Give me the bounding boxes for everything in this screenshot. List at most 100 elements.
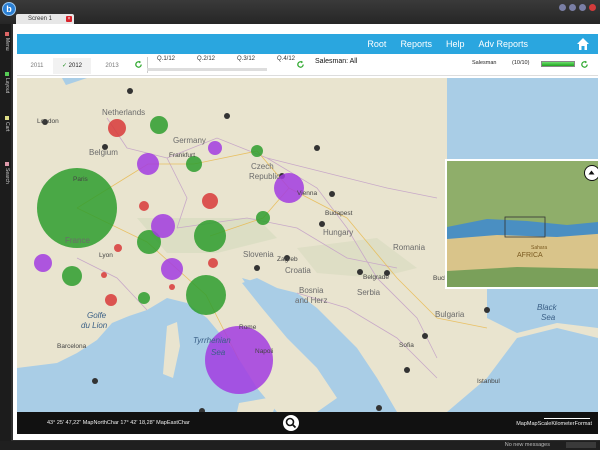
window-controls [559,4,596,11]
paris-bubble[interactable] [37,168,117,248]
label-tyrrhenian-sea: Sea [211,348,226,357]
menu-help[interactable]: Help [445,39,465,49]
tab-screen-1[interactable]: Screen 1 × [16,14,74,24]
label-rome: Rome [239,324,257,331]
label-golfe: Golfe [87,311,107,320]
genova-bubble[interactable] [169,284,175,290]
prague-bubble[interactable] [251,145,263,157]
bologna-bubble[interactable] [208,258,218,268]
label-bulgaria: Bulgaria [435,310,465,319]
rail-item-search[interactable]: Search [1,162,10,184]
left-rail: Menu Layout Cart Search [0,24,11,450]
minimap-sahara-label: Sahara [531,245,547,251]
salesman-filter-label[interactable]: Salesman: All [315,58,358,65]
basel-bubble[interactable] [101,272,107,278]
label-zagreb: Zagreb [277,256,298,263]
maximize-icon[interactable] [579,4,586,11]
check-icon: ✓ [61,63,67,69]
refresh-salesman-icon[interactable] [580,60,589,69]
rail-item-menu[interactable]: Menu [1,32,10,51]
home-icon[interactable] [576,37,590,51]
menu-reports[interactable]: Reports [400,39,432,49]
label-paris: Paris [73,176,88,183]
salesman-progress-fill [542,62,574,66]
label-belgium: Belgium [89,148,118,157]
nice-bubble[interactable] [138,292,150,304]
header-bar: Root Reports Help Adv Reports [17,34,598,54]
year-2012[interactable]: ✓ 2012 [53,58,91,74]
marseille-bubble[interactable] [62,266,82,286]
turin-bubble[interactable] [161,258,183,280]
label-slovenia: Slovenia [243,250,274,259]
menu-adv-reports[interactable]: Adv Reports [478,39,528,49]
minimap-canvas: AFRICA Sahara [447,161,598,287]
munich-bubble[interactable] [194,220,226,252]
refresh-years-icon[interactable] [134,60,143,69]
year-2011[interactable]: 2011 [30,63,44,69]
app-logo-icon[interactable]: b [2,2,16,16]
overview-minimap[interactable]: AFRICA Sahara [445,159,598,289]
label-vienna: Vienna [297,190,318,197]
label-sea: Sea [541,313,556,322]
label-serbia: Serbia [357,288,381,297]
zurich-bubble[interactable] [202,193,218,209]
minimap-africa-label: AFRICA [517,252,543,259]
label-hungary: Hungary [323,228,354,237]
label-republic: Republic [249,172,281,181]
label-tyrrhenian: Tyrrhenian [193,336,231,345]
frankfurt-bubble[interactable] [186,156,202,172]
resize-grip[interactable] [566,442,596,448]
land-europe [17,78,598,412]
menu-root[interactable]: Root [367,39,387,49]
label-croatia: Croatia [285,266,311,275]
adriatic-sea [242,278,347,368]
minimap-viewport[interactable] [504,216,546,238]
tab-title: Screen 1 [28,16,53,22]
scale-text: MapMapScaleKilometerFormat [516,421,592,427]
toulouse-bubble[interactable] [105,294,117,306]
brussels-bubble[interactable] [137,153,159,175]
status-bar: No new messages [0,441,600,450]
label-black: Black [537,303,557,312]
geneva-bubble[interactable] [139,201,149,211]
year-2013[interactable]: 2013 [105,63,119,69]
rail-item-cart[interactable]: Cart [1,116,10,131]
layout-icon [5,72,9,76]
stuttgart-bubble[interactable] [151,214,175,238]
lyon-bubble[interactable] [137,230,161,254]
vienna-bubble[interactable] [274,173,304,203]
search-rail-icon [5,162,9,166]
hamburg-bubble[interactable] [150,116,168,134]
quarter-q1[interactable]: Q.1/12 [157,56,176,62]
map-canvas[interactable] [17,78,598,412]
quarter-q3[interactable]: Q.3/12 [237,56,256,62]
label-sofia: Sofia [399,342,414,349]
quarter-slider[interactable] [147,68,267,71]
tab-close-icon[interactable]: × [66,16,72,22]
bordeaux-bubble[interactable] [34,254,52,272]
land-sicily [237,396,279,412]
refresh-quarters-icon[interactable] [296,60,305,69]
minimap-collapse-button[interactable] [584,165,598,181]
label-du-lion: du Lion [81,321,108,330]
minimize-icon[interactable] [569,4,576,11]
grenoble-bubble[interactable] [114,244,122,252]
salesman-progress [541,61,575,67]
berlin-bubble[interactable] [208,141,222,155]
title-bar: b Screen 1 × [0,0,600,24]
close-window-icon[interactable] [589,4,596,11]
cart-icon [5,116,9,120]
salzburg-bubble[interactable] [256,211,270,225]
rail-item-layout[interactable]: Layout [1,72,10,93]
quarter-q2[interactable]: Q.2/12 [197,56,216,62]
map-view[interactable]: London Netherlands Belgium Germany Frank… [17,78,598,412]
milan-bubble[interactable] [186,275,226,315]
label-netherlands: Netherlands [102,108,146,117]
zoom-button[interactable] [283,415,299,431]
amsterdam-bubble[interactable] [108,119,126,137]
settings-icon[interactable] [559,4,566,11]
rome-bubble[interactable] [205,326,273,394]
label-frankfurt: Frankfurt [169,152,196,159]
quarter-q4[interactable]: Q.4/12 [277,56,296,62]
main-frame: Root Reports Help Adv Reports 2011 ✓ 201… [13,24,600,440]
